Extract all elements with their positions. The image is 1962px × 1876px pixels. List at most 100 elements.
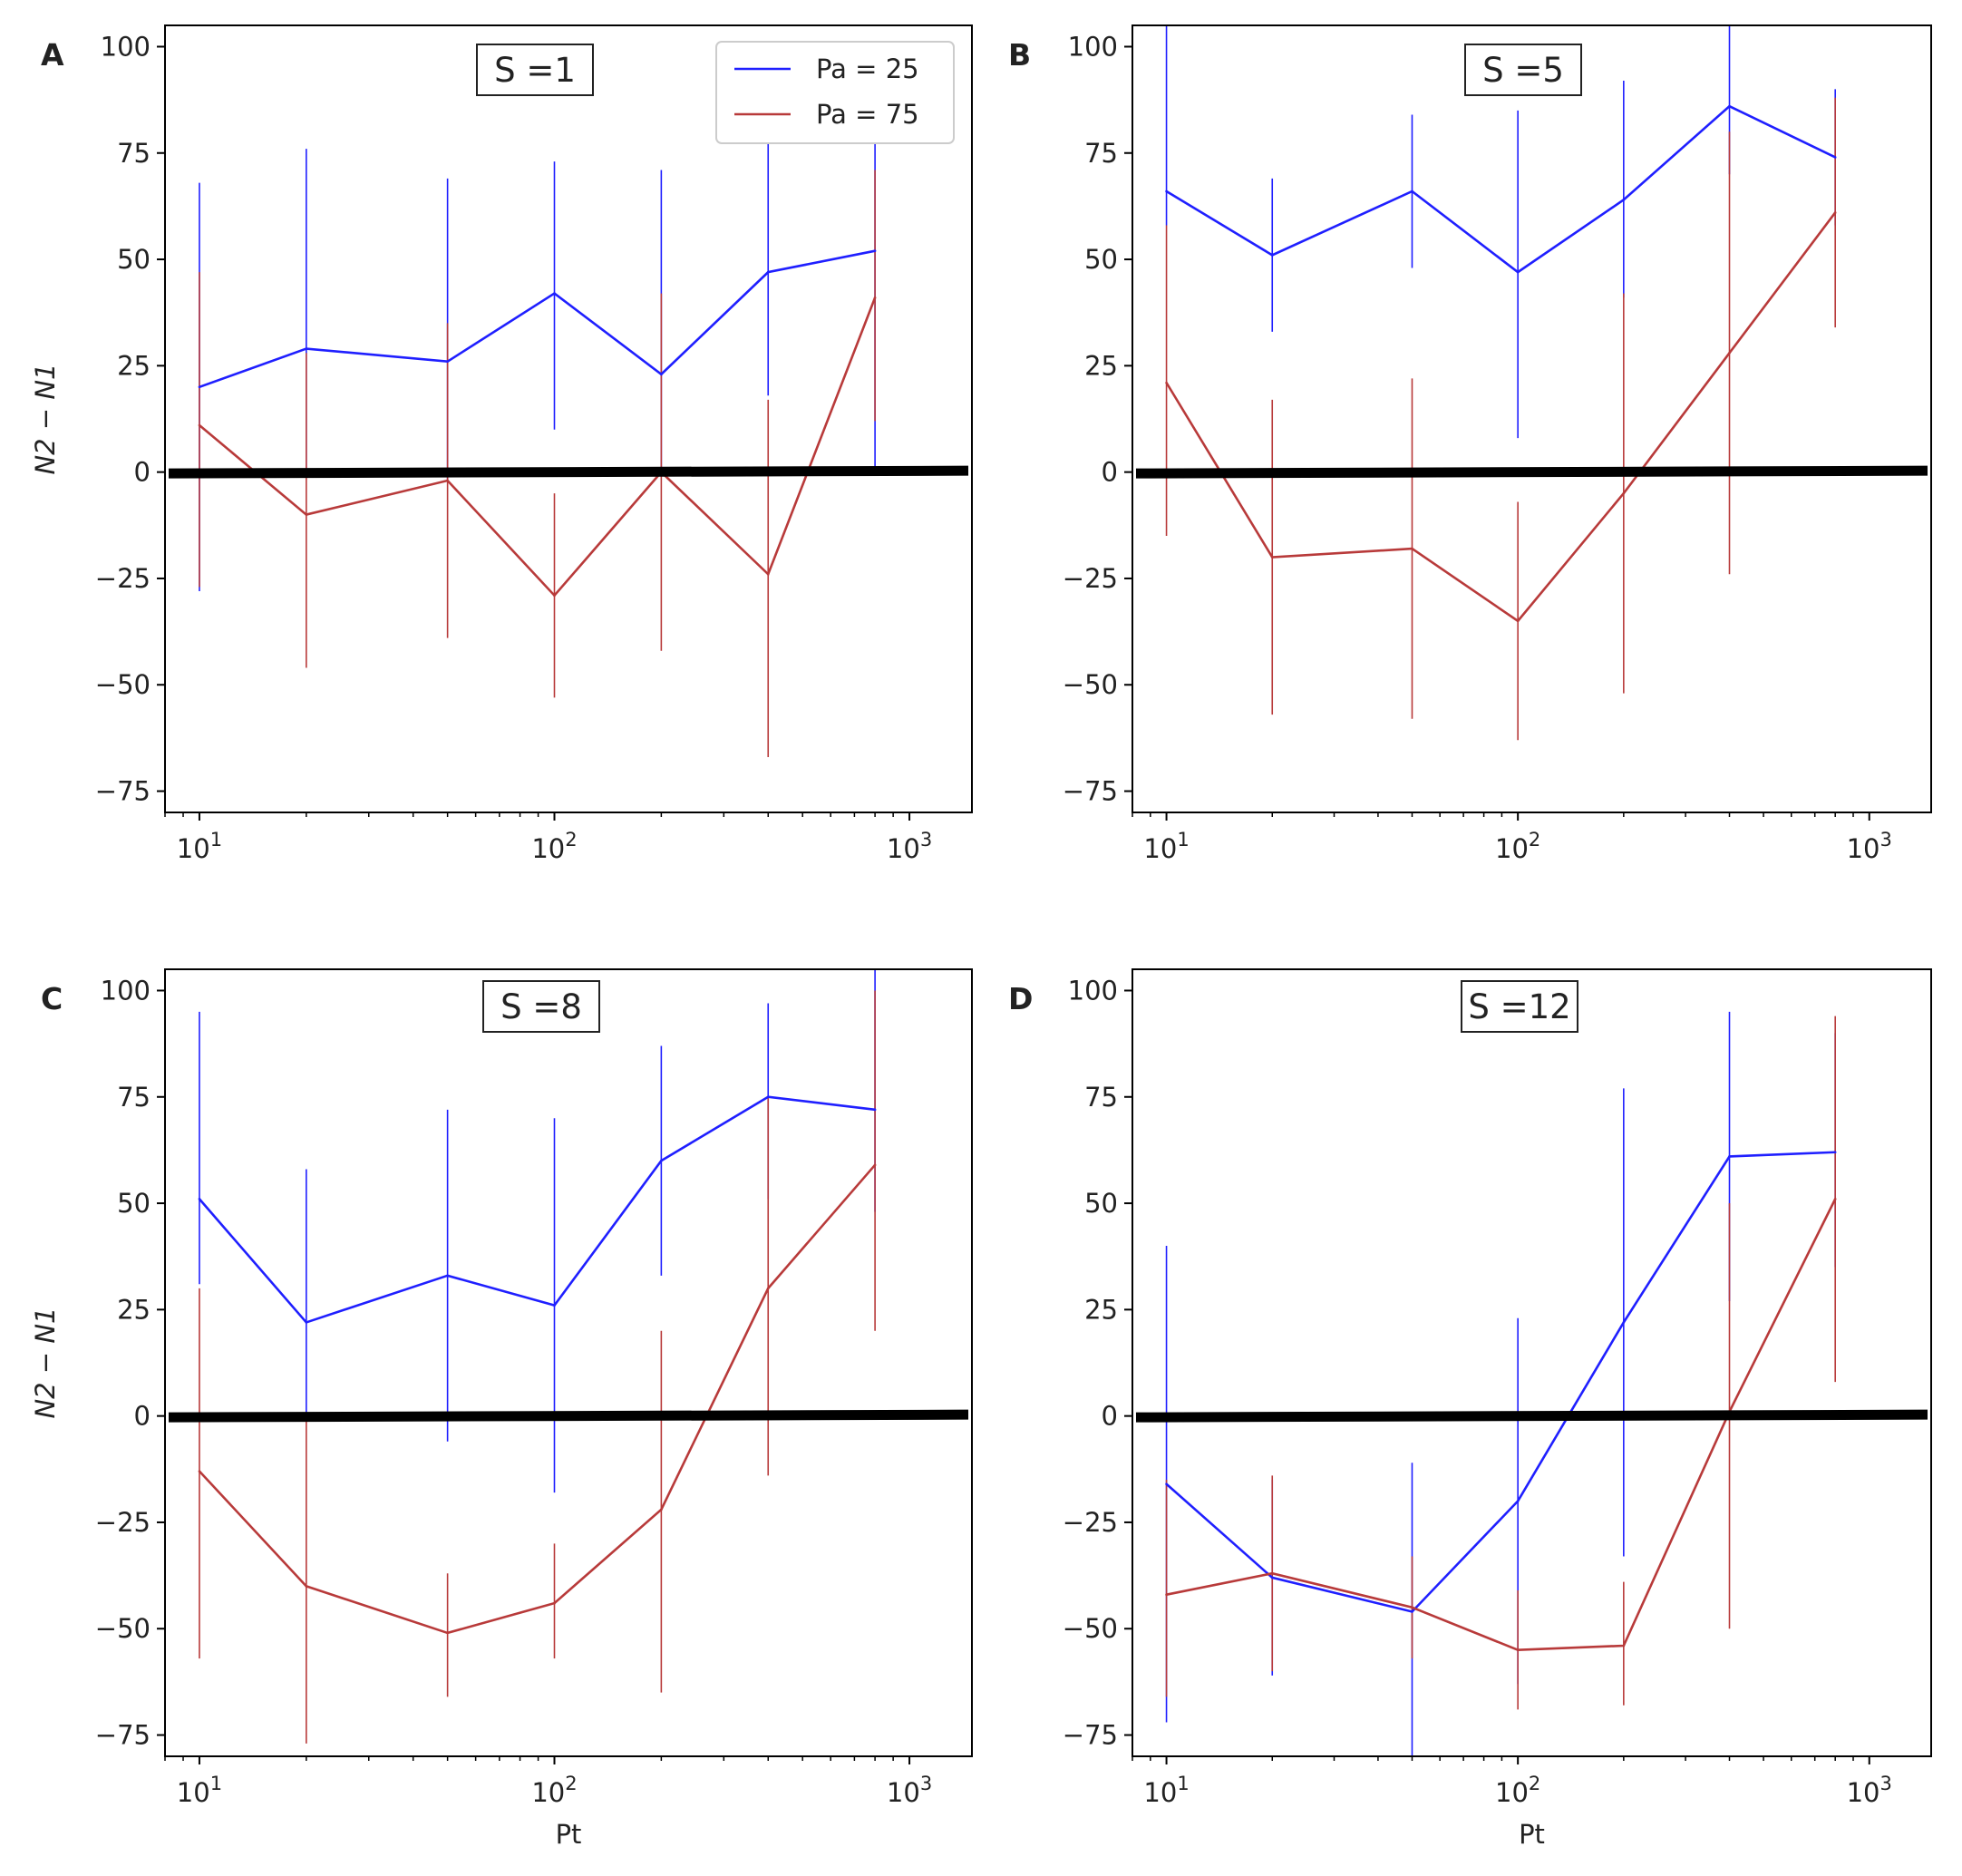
y-tick-label: 75 — [117, 138, 151, 169]
legend-label-pa75: Pa = 75 — [816, 99, 919, 130]
x-tick-base: 10 — [1847, 1777, 1880, 1808]
y-tick-label: 75 — [1084, 1082, 1118, 1113]
data-point-pa75 — [1728, 351, 1731, 355]
data-point-pa25 — [1622, 1321, 1626, 1324]
y-tick-label: −50 — [1063, 1613, 1118, 1644]
series-line-pa75 — [1166, 1198, 1837, 1652]
data-point-pa75 — [766, 1287, 770, 1290]
x-tick-base: 10 — [1847, 833, 1880, 864]
y-tick-label: 75 — [1084, 138, 1118, 169]
y-tick-label: −25 — [1063, 1507, 1118, 1538]
annotation-box — [476, 44, 594, 96]
y-tick-label: 100 — [1068, 31, 1118, 62]
x-tick-exponent: 3 — [1880, 829, 1892, 851]
plot-area — [168, 969, 969, 1744]
x-tick-base: 10 — [1495, 833, 1529, 864]
x-tick-exponent: 3 — [1880, 1773, 1892, 1794]
x-tick-base: 10 — [1495, 1777, 1529, 1808]
y-tick-label: −25 — [95, 563, 151, 594]
data-point-pa75 — [1833, 1198, 1837, 1200]
axes-frame — [1132, 968, 1932, 1757]
y-tick-label: −25 — [1063, 563, 1118, 594]
panel-label: B — [1008, 37, 1031, 73]
data-point-pa75 — [1516, 1648, 1520, 1652]
series-line-pa75 — [198, 1163, 877, 1635]
x-tick-base: 10 — [1143, 1777, 1177, 1808]
data-point-pa25 — [1165, 1482, 1168, 1486]
data-point-pa25 — [1622, 199, 1626, 201]
series-line-pa25 — [199, 249, 876, 389]
data-point-pa25 — [305, 1321, 308, 1324]
panel-label: A — [41, 37, 64, 73]
y-tick-label: 0 — [1102, 457, 1118, 488]
data-point-pa75 — [446, 1631, 449, 1635]
y-tick-label: −50 — [1063, 669, 1118, 700]
data-point-pa25 — [1516, 270, 1520, 274]
x-tick-exponent: 3 — [920, 1773, 932, 1794]
y-tick-label: 50 — [1084, 244, 1118, 275]
x-tick-label: 101 — [1143, 829, 1189, 864]
y-tick-label: 100 — [1068, 975, 1118, 1006]
data-point-pa25 — [1270, 254, 1274, 257]
annotation-text: S =8 — [500, 987, 582, 1026]
y-tick-label: −75 — [95, 776, 151, 807]
x-tick-exponent: 2 — [565, 1773, 577, 1794]
data-point-pa75 — [660, 1508, 663, 1511]
series-line-pa25 — [1165, 104, 1836, 274]
legend-frame — [715, 41, 955, 144]
data-point-pa75 — [198, 423, 201, 427]
x-axis-label: Pt — [1519, 1819, 1545, 1850]
y-tick-label: 100 — [101, 31, 151, 62]
panel-label: C — [41, 981, 63, 1016]
data-point-pa25 — [766, 270, 770, 274]
x-tick-label: 103 — [1847, 829, 1892, 864]
panel-label: D — [1008, 981, 1033, 1016]
x-tick-exponent: 1 — [210, 1773, 222, 1794]
x-tick-label: 101 — [1143, 1773, 1189, 1808]
y-tick-label: 75 — [117, 1082, 151, 1113]
zero-reference-line — [168, 465, 969, 479]
data-point-pa25 — [1411, 190, 1413, 193]
plot-area — [1135, 1011, 1928, 1756]
series-line-pa25 — [1165, 1151, 1836, 1613]
data-point-pa75 — [446, 479, 449, 482]
axes-frame — [164, 968, 973, 1757]
x-tick-label: 103 — [887, 829, 932, 864]
annotation-text: S =12 — [1468, 987, 1570, 1026]
data-point-pa25 — [553, 1304, 556, 1307]
x-tick-exponent: 2 — [1529, 829, 1540, 851]
data-point-pa25 — [1165, 190, 1168, 193]
data-point-pa75 — [1833, 211, 1837, 214]
y-tick-label: 25 — [117, 1294, 151, 1325]
data-point-pa25 — [1728, 1155, 1731, 1158]
series-line-pa25 — [198, 1095, 876, 1324]
series-line-pa75 — [199, 296, 877, 598]
x-tick-exponent: 2 — [565, 829, 577, 851]
x-tick-base: 10 — [531, 833, 565, 864]
data-point-pa25 — [766, 1095, 770, 1099]
x-tick-label: 102 — [1495, 1773, 1540, 1808]
x-tick-label: 101 — [177, 829, 222, 864]
x-axis-label: Pt — [556, 1819, 582, 1850]
data-point-pa75 — [766, 572, 770, 576]
data-point-pa75 — [1270, 1571, 1274, 1575]
x-tick-base: 10 — [1143, 833, 1177, 864]
x-tick-label: 101 — [177, 1773, 222, 1808]
data-point-pa75 — [1165, 1593, 1168, 1597]
y-tick-label: 0 — [1102, 1401, 1118, 1432]
y-tick-label: −75 — [1063, 776, 1118, 807]
x-tick-base: 10 — [177, 1777, 210, 1808]
data-point-pa25 — [1833, 156, 1837, 159]
data-point-pa75 — [873, 1163, 877, 1167]
x-tick-exponent: 1 — [1177, 1773, 1189, 1794]
data-point-pa25 — [198, 1198, 201, 1200]
data-point-pa25 — [1270, 1576, 1274, 1580]
y-tick-label: 100 — [101, 975, 151, 1006]
x-tick-base: 10 — [887, 833, 920, 864]
data-point-pa75 — [1622, 1644, 1626, 1648]
annotation-text: S =5 — [1482, 51, 1564, 90]
data-point-pa75 — [305, 1585, 308, 1588]
data-point-pa25 — [1516, 1500, 1520, 1502]
legend: Pa = 25 Pa = 75 — [715, 41, 955, 144]
